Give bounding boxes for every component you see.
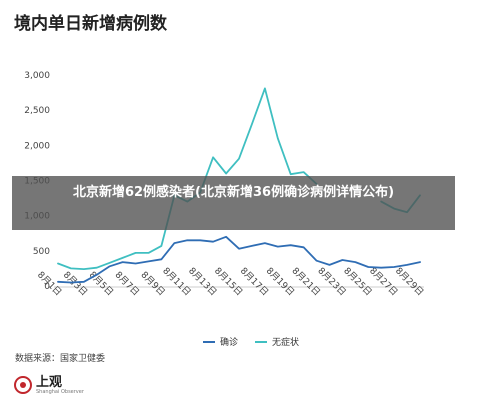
headline-banner [12,176,455,230]
x-tick-label: 8月29日 [393,265,426,298]
logo-icon [14,376,32,394]
y-tick-label: 2,500 [24,106,50,116]
chart-title: 境内单日新增病例数 [14,14,167,34]
y-tick-label: 0 [44,282,50,292]
y-tick-label: 3,000 [24,71,50,81]
legend-label: 无症状 [272,336,299,348]
x-tick-label: 8月1日 [35,270,64,299]
x-axis-ticks: 8月1日8月3日8月5日8月7日8月9日8月11日8月13日8月15日8月17日… [35,265,426,298]
series-line-confirmed [57,235,421,284]
x-tick-label: 8月5日 [87,270,116,299]
chart-legend: 确诊 无症状 [203,336,299,348]
publisher-logo: 上观 Shanghai Observer [14,372,84,398]
data-source: 数据来源：国家卫健委 [15,354,106,364]
x-tick-label: 8月3日 [61,270,90,299]
x-tick-label: 8月7日 [113,270,142,299]
y-tick-label: 2,000 [24,141,50,151]
logo-subtitle: Shanghai Observer [36,388,84,395]
y-tick-label: 500 [33,247,50,257]
logo-name: 上观 [36,374,63,390]
legend-label: 确诊 [220,336,238,348]
headline-text: 北京新增62例感染者(北京新增36例确诊病例详情公布) [72,185,395,200]
